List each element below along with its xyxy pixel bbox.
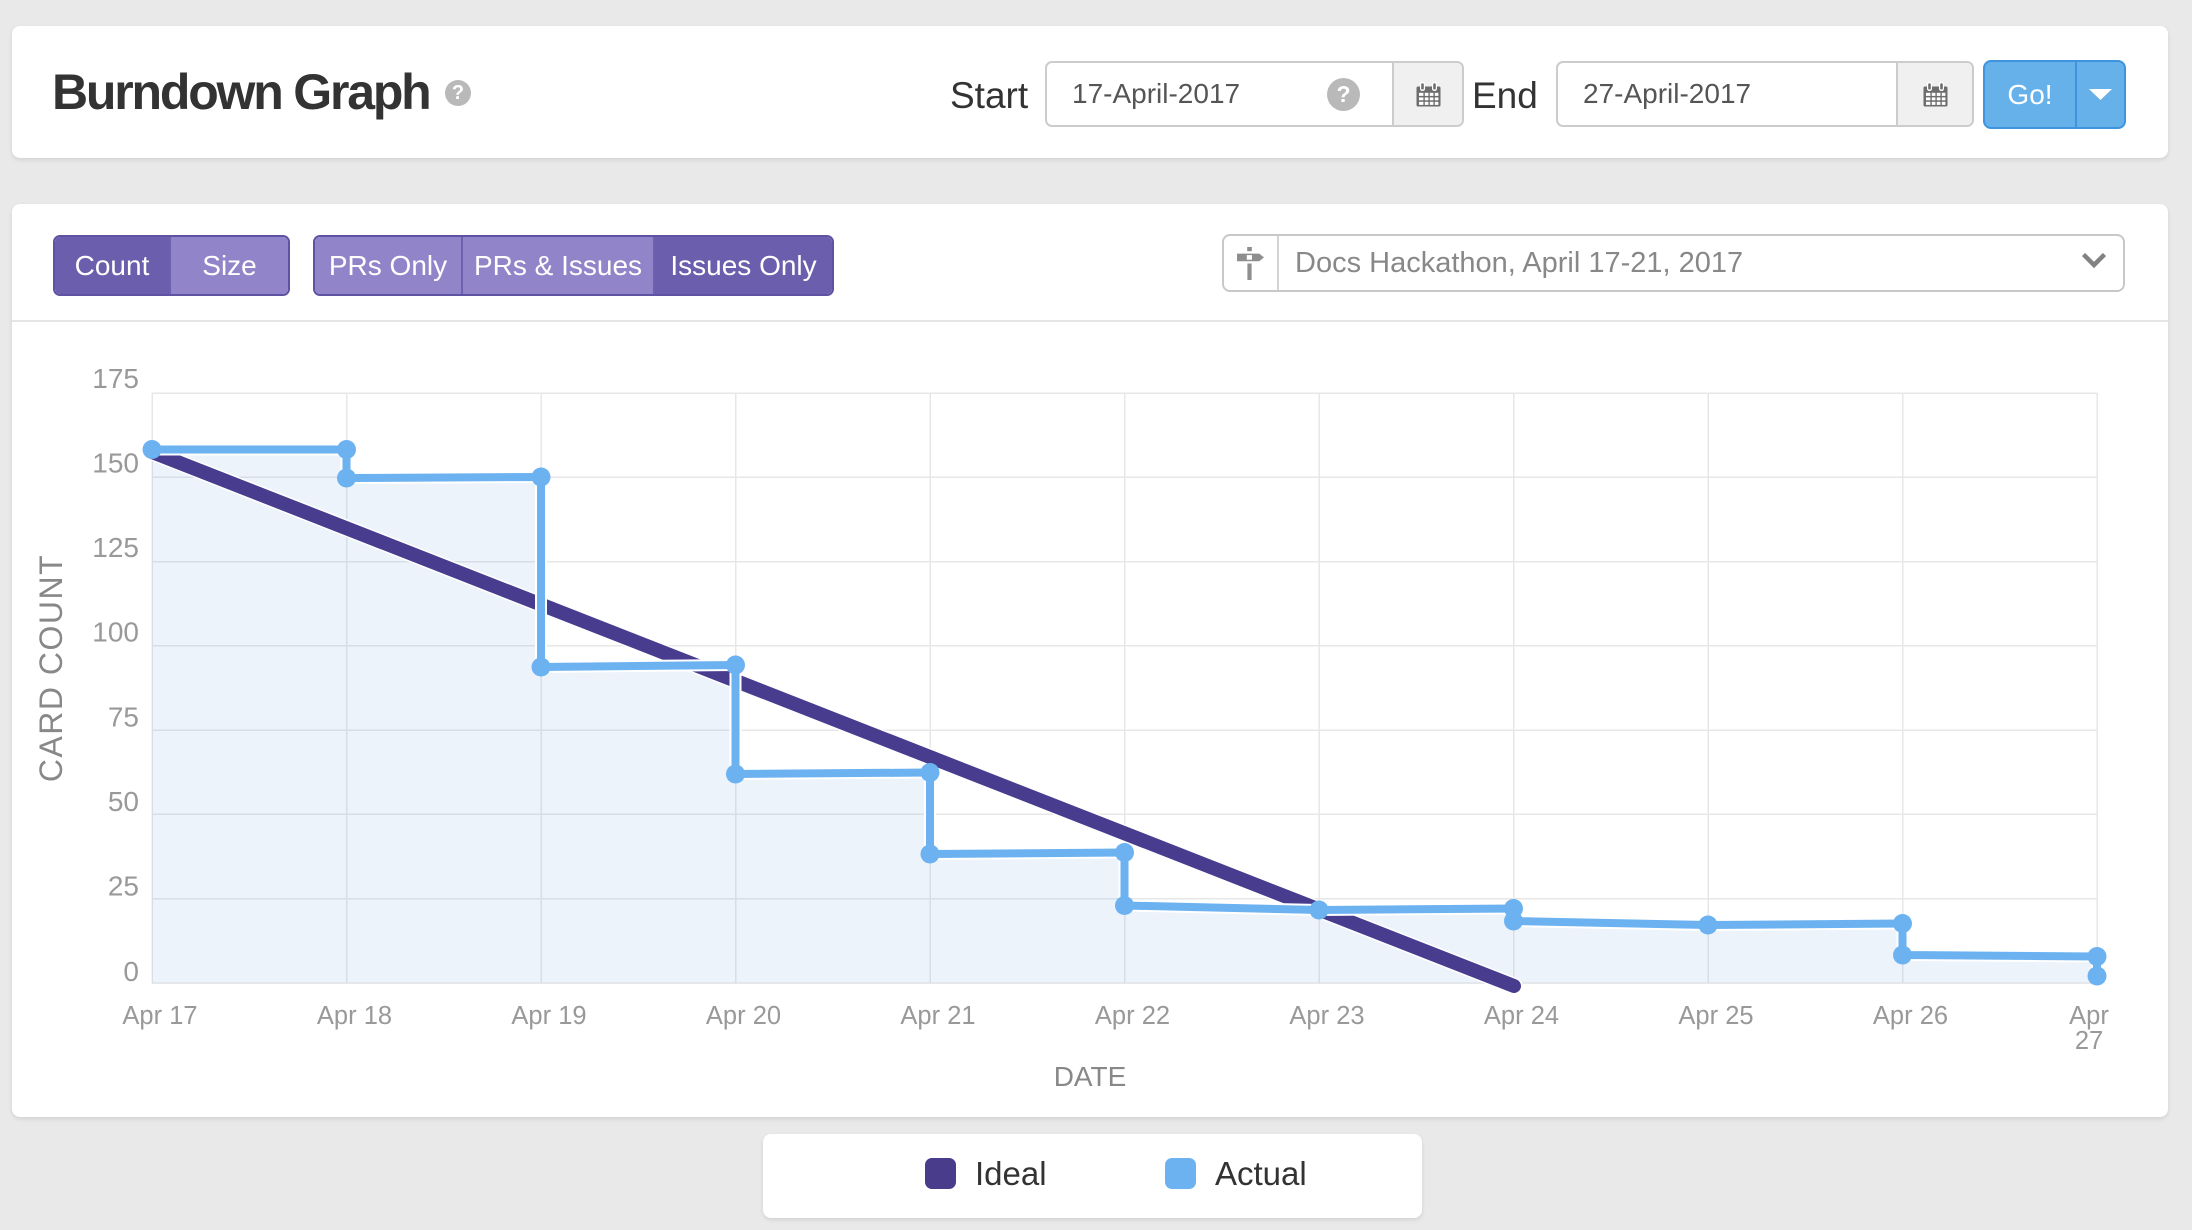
svg-text:150: 150 [92, 448, 139, 479]
svg-text:Apr 17: Apr 17 [122, 1002, 197, 1030]
svg-text:75: 75 [108, 701, 139, 732]
svg-text:CARD COUNT: CARD COUNT [33, 554, 69, 782]
svg-text:Apr 18: Apr 18 [317, 1002, 392, 1030]
svg-text:Apr 20: Apr 20 [706, 1002, 781, 1030]
svg-text:Apr 19: Apr 19 [511, 1002, 586, 1030]
svg-text:Apr 21: Apr 21 [900, 1002, 975, 1030]
svg-text:Apr 22: Apr 22 [1095, 1002, 1170, 1030]
svg-text:DATE: DATE [1054, 1061, 1127, 1092]
svg-text:25: 25 [108, 870, 139, 901]
svg-text:Apr 24: Apr 24 [1484, 1002, 1559, 1030]
svg-text:50: 50 [108, 786, 139, 817]
svg-text:0: 0 [123, 956, 139, 987]
svg-text:100: 100 [92, 617, 139, 648]
svg-text:125: 125 [92, 532, 139, 563]
svg-text:Apr: Apr [2069, 1002, 2109, 1030]
svg-text:27: 27 [2075, 1027, 2103, 1055]
svg-text:Apr 25: Apr 25 [1678, 1002, 1753, 1030]
svg-text:Apr 26: Apr 26 [1873, 1002, 1948, 1030]
svg-text:Apr 23: Apr 23 [1289, 1002, 1364, 1030]
svg-text:175: 175 [92, 363, 139, 394]
